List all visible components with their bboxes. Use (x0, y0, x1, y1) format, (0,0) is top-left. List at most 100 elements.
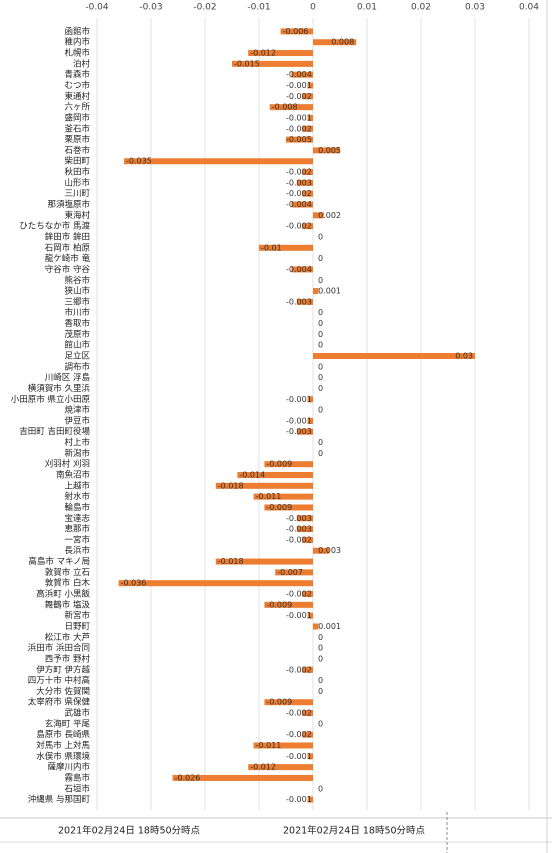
bar (248, 50, 313, 57)
data-label: 0 (318, 633, 323, 642)
x-tick-label: 0.03 (465, 3, 485, 13)
y-tick-label: 宝達志 (64, 513, 90, 524)
data-label: -0.009 (266, 503, 292, 512)
x-tick-label: -0.01 (247, 3, 270, 13)
y-tick-label: 足立区 (64, 350, 90, 361)
y-tick-label: 栗原市 (64, 134, 90, 145)
data-label: 0 (318, 362, 323, 371)
footer-text: 2021年02月24日 18時50分時点 (58, 825, 201, 837)
bar (172, 774, 313, 781)
bar (307, 114, 313, 121)
x-tick-label: 0.04 (519, 3, 539, 13)
data-label: -0.009 (266, 600, 292, 609)
bar (307, 612, 313, 619)
data-label: 0 (318, 406, 323, 415)
y-tick-label: 高浜町 小黒飯 (36, 589, 90, 600)
y-tick-label: 鉾田市 鉾田 (45, 231, 90, 242)
bar (296, 526, 313, 533)
y-tick-label: 一宮市 (64, 534, 90, 545)
y-tick-label: 舞鶴市 塩汲 (45, 599, 91, 610)
data-label: 0 (318, 308, 323, 317)
bar (307, 82, 313, 89)
y-tick-label: 敦賀市 立石 (45, 567, 90, 578)
data-label: -0.001 (286, 795, 312, 804)
bar (307, 417, 313, 424)
bar (302, 169, 313, 176)
y-tick-label: 射水市 (64, 491, 90, 502)
bar (313, 623, 319, 630)
data-label: 0.001 (318, 622, 341, 631)
bar (291, 71, 313, 78)
data-label: -0.005 (286, 135, 312, 144)
y-tick-label: 札幌市 (64, 48, 90, 59)
y-tick-label: 武雄市 (64, 708, 90, 719)
data-label: -0.012 (250, 49, 276, 58)
bar (296, 298, 313, 305)
data-label: -0.002 (286, 665, 312, 674)
bar (313, 547, 330, 554)
y-tick-label: 島原市 長崎県 (36, 729, 90, 740)
data-label: -0.011 (256, 741, 282, 750)
data-label: -0.001 (286, 395, 312, 404)
y-tick-label: 茂原市 (64, 329, 90, 340)
bar (313, 147, 340, 154)
data-label: -0.009 (266, 460, 292, 469)
data-label: 0 (318, 254, 323, 263)
data-label: -0.002 (286, 590, 312, 599)
data-label: -0.002 (286, 535, 312, 544)
y-tick-label: 三郷市 (64, 296, 90, 307)
y-tick-label: 新潟市 (64, 448, 90, 459)
data-label: -0.012 (250, 763, 276, 772)
y-tick-label: 太宰府市 県保健 (28, 697, 91, 708)
y-tick-label: 輪島市 (64, 502, 90, 513)
y-tick-label: 川崎区 浮島 (45, 372, 91, 383)
y-tick-label: 伊方町 伊方越 (36, 664, 90, 675)
data-label: 0 (318, 449, 323, 458)
data-label: -0.014 (239, 471, 265, 480)
data-label: -0.003 (286, 178, 312, 187)
y-tick-label: 薩摩川内市 (47, 762, 90, 773)
y-tick-label: 上越市 (64, 480, 90, 491)
bar (253, 493, 313, 500)
bar (264, 504, 313, 511)
data-label: -0.004 (286, 70, 312, 79)
bar (215, 558, 313, 565)
bar (280, 28, 313, 35)
y-tick-label: 横須賀市 久里浜 (28, 383, 91, 394)
y-tick-label: 高島市 マキノ局 (28, 556, 90, 567)
data-label: -0.003 (286, 427, 312, 436)
data-label: -0.002 (286, 189, 312, 198)
y-tick-label: 石巻市 (64, 145, 90, 156)
y-tick-label: 狭山市 (64, 286, 90, 297)
bar (302, 93, 313, 100)
bar (264, 699, 313, 706)
bar (302, 666, 313, 673)
y-tick-label: 泊村 (73, 58, 91, 69)
bar (302, 190, 313, 197)
y-tick-label: 香取市 (64, 318, 90, 329)
data-label: 0.008 (331, 38, 354, 47)
y-tick-label: 水俣市 県環境 (36, 751, 90, 762)
y-tick-label: 那須塩原市 (47, 199, 90, 210)
bar (302, 731, 313, 738)
bar (296, 428, 313, 435)
y-tick-label: 盛岡市 (64, 112, 90, 123)
data-label: 0 (318, 330, 323, 339)
data-label: -0.002 (286, 92, 312, 101)
data-label: -0.018 (218, 481, 244, 490)
data-label: -0.036 (121, 579, 147, 588)
y-tick-label: 東通村 (64, 91, 90, 102)
y-tick-label: 日野町 (64, 622, 90, 632)
y-tick-label: 対馬市 上対馬 (36, 740, 90, 751)
bar (264, 461, 313, 468)
bar (269, 104, 313, 111)
y-tick-label: 焼津市 (64, 405, 90, 416)
y-tick-label: 石岡市 柏原 (45, 242, 90, 253)
y-tick-label: 六ヶ所 (64, 102, 90, 113)
x-tick-label: 0.01 (357, 3, 377, 13)
x-tick-label: 0.02 (411, 3, 431, 13)
data-label: 0 (318, 232, 323, 241)
y-tick-label: 館山市 (64, 340, 90, 351)
bar (313, 212, 324, 219)
data-label: -0.007 (277, 568, 303, 577)
